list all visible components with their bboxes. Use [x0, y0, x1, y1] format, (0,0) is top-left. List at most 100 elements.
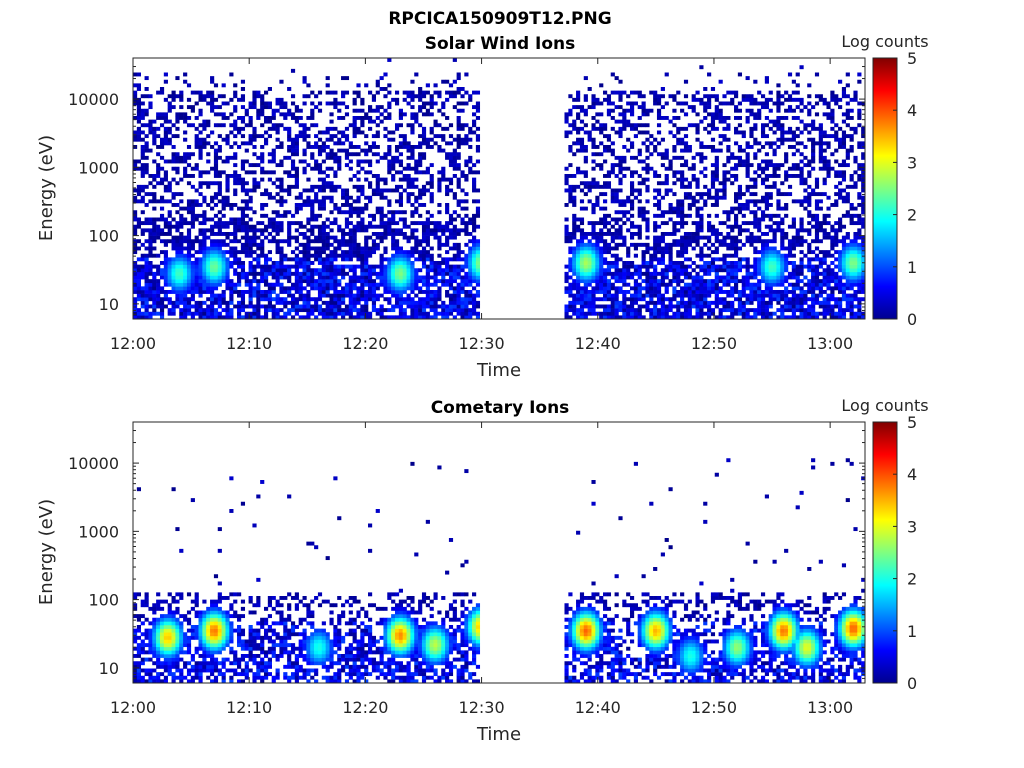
heatmap-cell — [179, 253, 184, 258]
heatmap-cell — [425, 224, 430, 229]
heatmap-cell — [213, 148, 219, 153]
heatmap-cell — [136, 311, 141, 316]
heatmap-cell — [202, 221, 207, 226]
heatmap-cell — [133, 228, 138, 233]
heatmap-cell — [741, 228, 746, 233]
heatmap-cell — [437, 170, 442, 175]
heatmap-cell — [317, 308, 323, 313]
heatmap-cell — [379, 112, 384, 117]
heatmap-cell — [213, 250, 219, 255]
heatmap-cell — [352, 134, 357, 139]
heatmap-cell — [591, 304, 596, 309]
heatmap-cell — [175, 264, 180, 269]
heatmap-cell — [726, 282, 731, 287]
heatmap-cell — [394, 97, 400, 102]
heatmap-cell — [294, 290, 299, 294]
heatmap-cell — [730, 101, 735, 106]
heatmap-cell — [206, 250, 211, 255]
heatmap-cell — [183, 297, 188, 302]
heatmap-cell — [133, 290, 138, 294]
heatmap-cell — [252, 152, 257, 157]
heatmap-cell — [275, 264, 280, 269]
heatmap-cell — [707, 279, 712, 284]
heatmap-cell — [760, 293, 766, 298]
heatmap-cell — [210, 279, 215, 284]
heatmap-cell — [186, 264, 192, 269]
heatmap-cell — [676, 210, 681, 215]
heatmap-cell — [298, 257, 303, 262]
heatmap-cell — [287, 112, 292, 117]
heatmap-cell — [464, 290, 469, 294]
heatmap-cell — [229, 112, 234, 117]
heatmap-cell — [464, 253, 469, 258]
heatmap-cell — [745, 311, 750, 316]
heatmap-cell — [387, 152, 392, 157]
heatmap-cell — [159, 300, 165, 305]
heatmap-cell — [734, 213, 739, 218]
heatmap-cell — [730, 304, 735, 309]
heatmap-cell — [198, 275, 203, 280]
heatmap-cell — [606, 290, 612, 294]
heatmap-cell — [452, 174, 457, 178]
heatmap-cell — [260, 253, 265, 258]
heatmap-cell — [341, 76, 346, 81]
heatmap-cell — [722, 116, 727, 120]
heatmap-cell — [167, 119, 172, 124]
heatmap-cell — [194, 290, 199, 294]
heatmap-cell — [676, 304, 681, 309]
heatmap-cell — [198, 279, 203, 284]
heatmap-cell — [321, 145, 326, 149]
heatmap-cell — [202, 268, 207, 273]
heatmap-cell — [629, 297, 635, 302]
heatmap-cell — [186, 261, 192, 265]
heatmap-cell — [221, 264, 226, 269]
heatmap-cell — [240, 184, 246, 189]
heatmap-cell — [591, 271, 596, 276]
heatmap-cell — [240, 271, 246, 276]
heatmap-cell — [660, 257, 665, 262]
heatmap-cell — [441, 279, 446, 284]
heatmap-cell — [626, 195, 631, 200]
heatmap-cell — [699, 217, 704, 222]
heatmap-cell — [194, 239, 199, 244]
heatmap-cell — [437, 203, 442, 207]
heatmap-cell — [190, 279, 195, 284]
heatmap-cell — [148, 282, 153, 287]
heatmap-cell — [244, 206, 249, 211]
heatmap-cell — [298, 282, 303, 287]
heatmap-cell — [186, 308, 192, 313]
heatmap-cell — [348, 315, 353, 320]
heatmap-cell — [152, 297, 157, 302]
heatmap-cell — [252, 279, 257, 284]
heatmap-cell — [275, 130, 280, 135]
heatmap-cell — [418, 145, 423, 149]
heatmap-cell — [206, 217, 211, 222]
heatmap-cell — [321, 282, 326, 287]
heatmap-cell — [464, 257, 469, 262]
heatmap-cell — [263, 308, 269, 313]
heatmap-cell — [757, 250, 762, 255]
heatmap-cell — [221, 250, 226, 255]
heatmap-cell — [159, 311, 165, 316]
heatmap-cell — [206, 228, 211, 233]
heatmap-cell — [321, 268, 326, 273]
heatmap-cell — [133, 188, 138, 193]
heatmap-cell — [629, 101, 635, 106]
heatmap-cell — [302, 224, 307, 229]
heatmap-cell — [263, 271, 269, 276]
heatmap-cell — [194, 304, 199, 309]
heatmap-cell — [753, 137, 758, 142]
heatmap-cell — [368, 90, 373, 95]
heatmap-cell — [606, 315, 612, 320]
heatmap-cell — [198, 192, 203, 197]
heatmap-cell — [279, 300, 284, 305]
heatmap-cell — [136, 126, 141, 131]
heatmap-cell — [707, 315, 712, 320]
heatmap-cell — [368, 148, 373, 153]
heatmap-cell — [263, 253, 269, 258]
heatmap-cell — [445, 184, 450, 189]
heatmap-cell — [737, 159, 743, 164]
heatmap-cell — [398, 123, 403, 128]
heatmap-cell — [310, 232, 315, 236]
heatmap-cell — [244, 188, 249, 193]
